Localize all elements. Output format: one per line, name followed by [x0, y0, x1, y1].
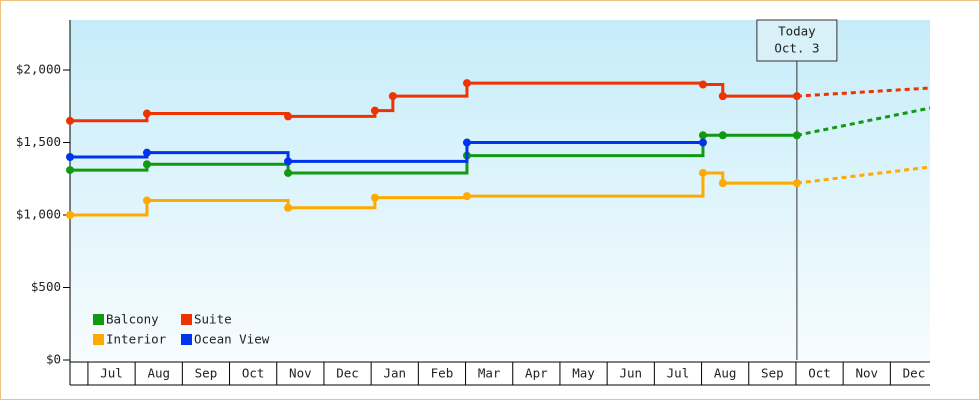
price-point — [718, 131, 727, 140]
legend-swatch — [181, 334, 192, 345]
price-point — [792, 131, 801, 140]
x-tick-label: Jul — [100, 366, 123, 381]
y-tick-label: $2,000 — [16, 62, 61, 77]
forecast-line — [796, 106, 931, 137]
price-point — [718, 92, 727, 101]
price-point — [142, 160, 151, 169]
x-tick-label: Jul — [667, 366, 690, 381]
legend-label: Ocean View — [194, 332, 270, 347]
legend-label: Interior — [106, 332, 167, 347]
today-label: Oct. 3 — [774, 41, 819, 56]
today-box — [756, 19, 838, 62]
x-tick-label: Nov — [855, 366, 878, 381]
today-label: Today — [778, 24, 816, 39]
x-tick-label: Dec — [336, 366, 359, 381]
price-point — [142, 196, 151, 205]
x-tick-label: Feb — [431, 366, 454, 381]
price-point — [284, 157, 293, 166]
price-point — [792, 92, 801, 101]
legend-swatch — [93, 334, 104, 345]
price-point — [388, 92, 397, 101]
price-line — [70, 81, 797, 123]
x-tick-label: Nov — [289, 366, 312, 381]
price-point — [66, 166, 74, 175]
price-line — [70, 171, 797, 217]
x-tick-label: Oct — [808, 366, 831, 381]
price-point — [66, 211, 74, 220]
price-point — [370, 106, 379, 115]
price-point — [698, 80, 707, 89]
price-point — [284, 168, 293, 177]
plot-area — [70, 20, 930, 360]
legend-swatch — [181, 314, 192, 325]
y-tick-label: $0 — [46, 352, 61, 367]
price-point — [698, 138, 707, 147]
price-point — [284, 203, 293, 212]
y-tick-label: $1,500 — [16, 134, 61, 149]
x-tick-label: Oct — [242, 366, 265, 381]
price-point — [142, 109, 151, 118]
price-point — [462, 138, 471, 147]
price-point — [698, 131, 707, 140]
price-point — [792, 179, 801, 188]
price-point — [718, 179, 727, 188]
price-point — [284, 112, 293, 121]
legend-label: Suite — [194, 312, 232, 327]
price-point — [698, 168, 707, 177]
price-point — [66, 116, 74, 125]
x-tick-label: May — [572, 366, 595, 381]
x-tick-label: Mar — [478, 366, 501, 381]
y-tick-label: $1,000 — [16, 207, 61, 222]
price-point — [370, 193, 379, 202]
legend-label: Balcony — [106, 312, 159, 327]
x-tick-label: Apr — [525, 366, 548, 381]
x-tick-label: Jun — [619, 366, 642, 381]
price-point — [462, 192, 471, 201]
legend-swatch — [93, 314, 104, 325]
forecast-line — [796, 165, 931, 185]
y-tick-label: $500 — [31, 279, 61, 294]
price-point — [66, 153, 74, 162]
forecast-line — [796, 86, 931, 98]
x-tick-label: Aug — [147, 366, 170, 381]
x-tick-label: Sep — [761, 366, 784, 381]
x-tick-label: Jan — [383, 366, 406, 381]
x-tick-label: Dec — [903, 366, 926, 381]
x-tick-label: Aug — [714, 366, 737, 381]
price-point — [142, 148, 151, 157]
price-point — [462, 79, 471, 88]
x-tick-label: Sep — [195, 366, 218, 381]
